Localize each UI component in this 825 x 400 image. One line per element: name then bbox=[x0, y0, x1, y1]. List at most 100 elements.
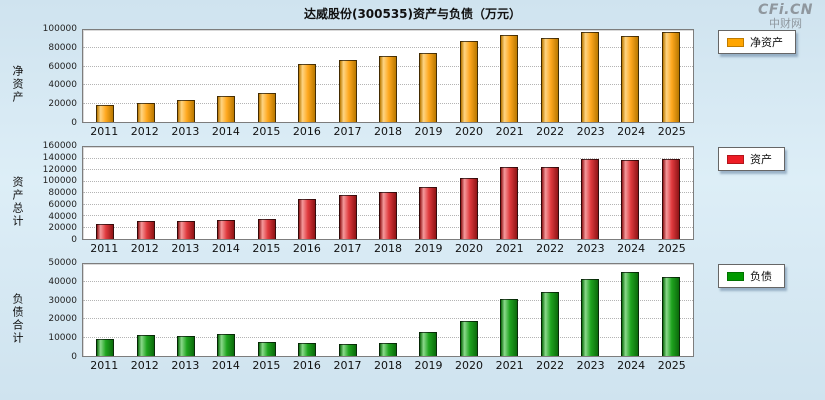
x-tick-label: 2013 bbox=[171, 125, 200, 138]
x-tick-label: 2025 bbox=[657, 359, 686, 372]
x-tick-label: 2017 bbox=[333, 125, 362, 138]
x-tick-label: 2019 bbox=[414, 359, 443, 372]
chart-total-liabilities: 负债合计 0 10000 20000 30000 40000 50000 2011 2012… bbox=[6, 258, 825, 374]
bar-slot bbox=[206, 147, 246, 239]
bar-2018 bbox=[379, 192, 398, 239]
x-tick-label: 2021 bbox=[495, 242, 524, 255]
y-tick-label: 20000 bbox=[48, 99, 77, 110]
y-tick-label: 140000 bbox=[42, 152, 77, 163]
x-tick-label: 2020 bbox=[455, 359, 484, 372]
x-tick-label: 2024 bbox=[617, 359, 646, 372]
y-axis-ticks: 0 20000 40000 60000 80000 100000 bbox=[28, 24, 82, 128]
bar-slot bbox=[570, 147, 610, 239]
y-tick-label: 20000 bbox=[48, 314, 77, 325]
bar-slot bbox=[408, 147, 448, 239]
y-tick-label: 80000 bbox=[48, 42, 77, 53]
bar-2013 bbox=[177, 99, 196, 122]
y-tick-label: 120000 bbox=[42, 164, 77, 175]
bar-slot bbox=[287, 264, 327, 356]
bar-slot bbox=[489, 264, 529, 356]
bars-container bbox=[83, 30, 693, 122]
y-tick-label: 40000 bbox=[48, 276, 77, 287]
bar-slot bbox=[610, 30, 650, 122]
y-tick-label: 0 bbox=[71, 352, 77, 362]
page-title: 达威股份(300535)资产与负债（万元） bbox=[303, 7, 522, 21]
y-axis-ticks: 0 20000 40000 60000 80000 100000 120000 140000 1… bbox=[28, 141, 82, 245]
bar-slot bbox=[327, 30, 367, 122]
legend-swatch bbox=[727, 154, 744, 164]
bar-slot bbox=[166, 147, 206, 239]
bar-slot bbox=[570, 264, 610, 356]
x-tick-label: 2023 bbox=[576, 125, 605, 138]
x-tick-label: 2011 bbox=[90, 125, 119, 138]
plot-area bbox=[82, 146, 694, 240]
bar-slot bbox=[125, 30, 165, 122]
x-tick-label: 2015 bbox=[252, 125, 281, 138]
bar-slot bbox=[166, 264, 206, 356]
watermark-logo: CFi.CN bbox=[758, 2, 813, 18]
x-tick-label: 2017 bbox=[333, 359, 362, 372]
bar-2024 bbox=[621, 272, 640, 356]
bar-2011 bbox=[96, 339, 115, 356]
x-tick-label: 2015 bbox=[252, 359, 281, 372]
bar-slot bbox=[206, 264, 246, 356]
y-tick-label: 0 bbox=[71, 118, 77, 128]
bar-slot bbox=[327, 264, 367, 356]
y-tick-label: 60000 bbox=[48, 199, 77, 210]
bar-slot bbox=[570, 30, 610, 122]
y-tick-label: 50000 bbox=[48, 258, 77, 268]
legend-liabilities: 负债 bbox=[718, 264, 785, 288]
bar-2015 bbox=[257, 93, 276, 122]
y-tick-label: 10000 bbox=[48, 333, 77, 344]
x-tick-label: 2014 bbox=[211, 242, 240, 255]
bar-2022 bbox=[540, 166, 559, 239]
x-tick-label: 2020 bbox=[455, 125, 484, 138]
gridline bbox=[83, 47, 693, 49]
bar-slot bbox=[327, 147, 367, 239]
x-tick-label: 2018 bbox=[373, 242, 402, 255]
bar-2013 bbox=[177, 335, 196, 356]
bar-slot bbox=[85, 264, 125, 356]
bar-2024 bbox=[621, 160, 640, 239]
x-tick-label: 2023 bbox=[576, 359, 605, 372]
legend-label: 负债 bbox=[750, 270, 772, 283]
bar-2021 bbox=[500, 34, 519, 122]
bar-2023 bbox=[581, 31, 600, 122]
chart-total-assets: 资产总计 0 20000 40000 60000 80000 100000 120000 14… bbox=[6, 141, 825, 257]
bar-slot bbox=[166, 30, 206, 122]
bar-slot bbox=[449, 30, 489, 122]
bar-slot bbox=[529, 147, 569, 239]
bar-2014 bbox=[217, 333, 236, 356]
bar-slot bbox=[651, 30, 691, 122]
x-tick-label: 2023 bbox=[576, 242, 605, 255]
x-tick-label: 2016 bbox=[292, 359, 321, 372]
y-axis-title: 资产总计 bbox=[11, 175, 24, 228]
x-tick-label: 2017 bbox=[333, 242, 362, 255]
x-tick-label: 2015 bbox=[252, 242, 281, 255]
bar-slot bbox=[529, 30, 569, 122]
x-tick-label: 2013 bbox=[171, 359, 200, 372]
gridline bbox=[83, 281, 693, 283]
x-axis-labels: 2011 2012 2013 2014 2015 2016 2017 2018 2019 2020… bbox=[82, 123, 694, 140]
x-tick-label: 2012 bbox=[130, 359, 159, 372]
y-tick-label: 60000 bbox=[48, 61, 77, 72]
bar-2017 bbox=[338, 60, 357, 122]
y-axis-title: 负债合计 bbox=[11, 292, 24, 345]
bar-2021 bbox=[500, 298, 519, 356]
bar-slot bbox=[247, 30, 287, 122]
y-tick-label: 20000 bbox=[48, 223, 77, 234]
chart-net-assets: 净资产 0 20000 40000 60000 80000 100000 2011 2012… bbox=[6, 24, 825, 140]
legend-swatch bbox=[727, 271, 744, 281]
bar-slot bbox=[247, 147, 287, 239]
x-tick-label: 2018 bbox=[373, 125, 402, 138]
legend-assets: 资产 bbox=[718, 147, 785, 171]
y-tick-label: 40000 bbox=[48, 211, 77, 222]
bar-2020 bbox=[459, 321, 478, 356]
bar-2021 bbox=[500, 167, 519, 239]
bar-slot bbox=[449, 147, 489, 239]
bar-2025 bbox=[661, 158, 680, 239]
bar-slot bbox=[408, 30, 448, 122]
bar-2016 bbox=[298, 343, 317, 356]
x-tick-label: 2012 bbox=[130, 242, 159, 255]
